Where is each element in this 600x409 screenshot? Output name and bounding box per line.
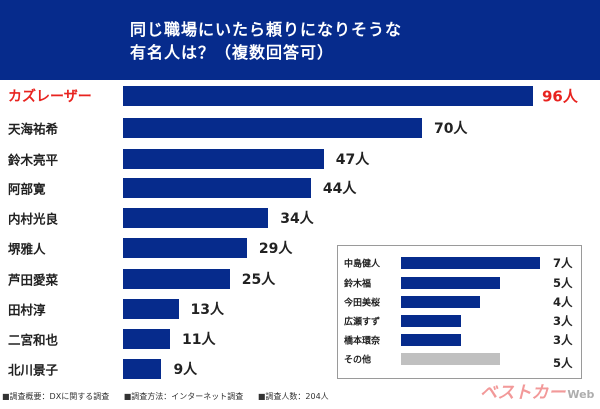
inset-bar	[401, 334, 461, 346]
value-label: 11人	[181, 332, 216, 348]
category-label: 田村淳	[8, 302, 46, 318]
inset-bar	[401, 296, 481, 308]
value-label: 9人	[173, 362, 198, 378]
inset-value-label: 4人	[553, 295, 573, 309]
category-label: 内村光良	[8, 211, 59, 227]
inset-category-label: 中島健人	[344, 259, 381, 270]
inset-category-label: その他	[344, 355, 372, 366]
bar	[123, 269, 230, 289]
footer-survey-count: ■調査人数：204人	[257, 392, 329, 401]
bar	[123, 149, 324, 169]
value-label: 96人	[542, 87, 578, 106]
bar	[123, 86, 533, 106]
inset-value-label: 3人	[553, 314, 573, 328]
value-label: 29人	[258, 241, 293, 257]
inset-bar	[401, 353, 501, 365]
category-label: 二宮和也	[8, 332, 59, 348]
inset-bar	[401, 257, 540, 269]
value-label: 47人	[335, 152, 370, 168]
chart-title: 同じ職場にいたら頼りになりそうな 有名人は？（複数回答可）	[130, 18, 402, 64]
footer-notes: ■調査概要：DXに関する調査 ■調査方法：インターネット調査 ■調査人数：204…	[2, 391, 341, 402]
header-band: 同じ職場にいたら頼りになりそうな 有名人は？（複数回答可）	[0, 0, 600, 80]
inset-category-label: 広瀬すず	[344, 317, 381, 328]
inset-value-label: 5人	[553, 356, 573, 370]
bar	[123, 359, 162, 379]
bar	[123, 208, 269, 228]
inset-category-label: 鈴木福	[344, 279, 372, 290]
inset-value-label: 7人	[553, 256, 573, 270]
bar	[123, 329, 170, 349]
bar	[123, 178, 311, 198]
inset-bar	[401, 277, 501, 289]
inset-category-label: 橋本環奈	[344, 336, 381, 347]
bar	[123, 118, 422, 138]
category-label: 阿部寛	[8, 181, 46, 197]
category-label: 北川景子	[8, 362, 59, 378]
title-line-1: 同じ職場にいたら頼りになりそうな	[130, 20, 403, 39]
footer-survey-overview: ■調査概要：DXに関する調査	[2, 392, 110, 401]
bar	[123, 299, 179, 319]
inset-bar-chart: 中島健人 7人 鈴木福 5人 今田美桜 4人 広瀬すず 3人 橋本環奈 3人 その他 5人	[337, 245, 582, 379]
inset-value-label: 5人	[553, 276, 573, 290]
logo-main: ベストカー	[480, 383, 566, 403]
bar	[123, 238, 247, 258]
footer-survey-method: ■調査方法：インターネット調査	[123, 392, 244, 401]
value-label: 44人	[322, 181, 357, 197]
category-label: 鈴木亮平	[8, 152, 59, 168]
inset-bar	[401, 315, 461, 327]
inset-category-label: 今田美桜	[344, 298, 381, 309]
category-label: カズレーザー	[8, 89, 92, 105]
category-label: 天海祐希	[8, 121, 59, 137]
category-label: 芦田愛菜	[8, 272, 59, 288]
value-label: 70人	[433, 121, 468, 137]
category-label: 堺雅人	[8, 241, 46, 257]
logo-web: Web	[567, 388, 595, 401]
value-label: 13人	[190, 302, 224, 318]
title-line-2: 有名人は？（複数回答可）	[130, 43, 335, 62]
bestcar-web-logo: ベストカー Web	[480, 378, 594, 403]
inset-value-label: 3人	[553, 333, 573, 347]
value-label: 25人	[241, 272, 276, 288]
value-label: 34人	[280, 211, 314, 227]
